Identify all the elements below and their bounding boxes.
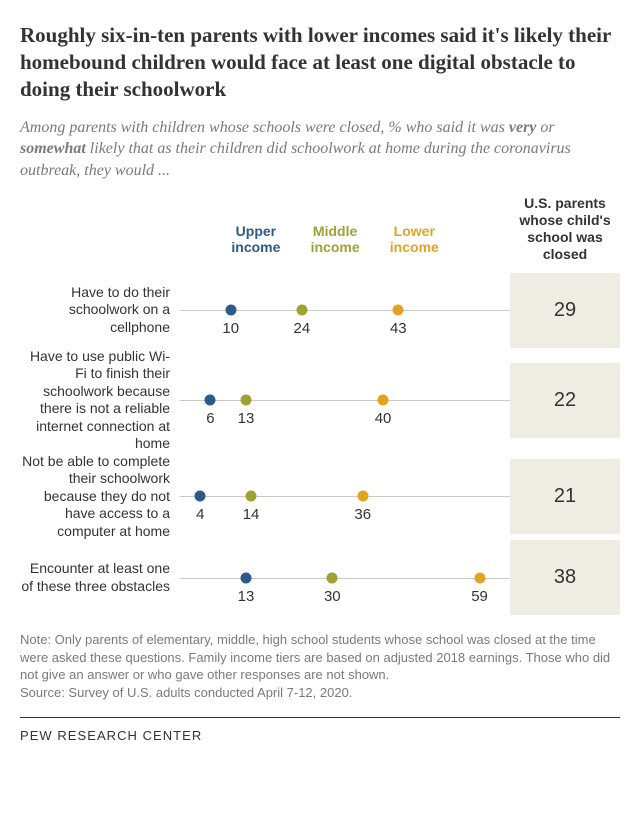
- dot-label-middle: 13: [238, 410, 255, 427]
- dot-label-lower: 43: [390, 320, 407, 337]
- chart-area: Upper income Middle income Lower income …: [20, 195, 620, 615]
- chart-row: Encounter at least one of these three ob…: [20, 540, 620, 615]
- dot-middle: [296, 305, 307, 316]
- row-total: 38: [510, 540, 620, 615]
- dot-label-upper: 4: [196, 506, 204, 523]
- row-plot: 6 13 40: [180, 363, 510, 437]
- axis-line: [180, 496, 510, 497]
- row-label: Encounter at least one of these three ob…: [20, 560, 180, 595]
- dot-label-middle: 14: [243, 506, 260, 523]
- legend-middle-l1: Middle: [313, 223, 357, 239]
- dot-middle: [246, 491, 257, 502]
- legend-row: Upper income Middle income Lower income …: [20, 195, 620, 262]
- chart-rows: Have to do their schoolwork on a cellpho…: [20, 273, 620, 616]
- footer-attribution: PEW RESEARCH CENTER: [20, 717, 620, 743]
- legend-lower-l1: Lower: [394, 223, 435, 239]
- dot-label-upper: 13: [238, 588, 255, 605]
- axis-line: [180, 578, 510, 579]
- dot-label-lower: 40: [375, 410, 392, 427]
- axis-line: [180, 400, 510, 401]
- subtitle-text-mid: or: [536, 119, 554, 136]
- dot-label-lower: 36: [354, 506, 371, 523]
- dot-middle: [241, 395, 252, 406]
- dot-upper: [241, 572, 252, 583]
- note-text: Note: Only parents of elementary, middle…: [20, 632, 610, 682]
- row-total: 22: [510, 363, 620, 438]
- legend-upper-l1: Upper: [236, 223, 276, 239]
- dot-middle: [327, 572, 338, 583]
- chart-title: Roughly six-in-ten parents with lower in…: [20, 22, 620, 103]
- subtitle-text-post: likely that as their children did school…: [20, 140, 571, 179]
- row-plot: 10 24 43: [180, 273, 510, 347]
- dot-label-middle: 24: [294, 320, 311, 337]
- chart-row: Have to do their schoolwork on a cellpho…: [20, 273, 620, 348]
- dot-label-middle: 30: [324, 588, 341, 605]
- dot-upper: [205, 395, 216, 406]
- row-label: Not be able to complete their schoolwork…: [20, 453, 180, 541]
- subtitle-bold-somewhat: somewhat: [20, 140, 86, 157]
- dot-lower: [357, 491, 368, 502]
- chart-note: Note: Only parents of elementary, middle…: [20, 631, 620, 701]
- legend-lower: Lower income: [390, 223, 439, 255]
- dot-label-upper: 6: [206, 410, 214, 427]
- legend-dots: Upper income Middle income Lower income: [180, 223, 510, 263]
- legend-upper: Upper income: [231, 223, 280, 255]
- row-total: 21: [510, 459, 620, 534]
- subtitle-text-pre: Among parents with children whose school…: [20, 119, 509, 136]
- row-plot: 13 30 59: [180, 541, 510, 615]
- dot-label-upper: 10: [222, 320, 239, 337]
- dot-upper: [225, 305, 236, 316]
- legend-middle-l2: income: [311, 239, 360, 255]
- legend-upper-l2: income: [231, 239, 280, 255]
- dot-lower: [474, 572, 485, 583]
- chart-subtitle: Among parents with children whose school…: [20, 117, 620, 182]
- source-text: Source: Survey of U.S. adults conducted …: [20, 685, 352, 700]
- chart-row: Not be able to complete their schoolwork…: [20, 453, 620, 541]
- subtitle-bold-very: very: [509, 119, 537, 136]
- dot-lower: [378, 395, 389, 406]
- row-label: Have to do their schoolwork on a cellpho…: [20, 284, 180, 337]
- dot-upper: [195, 491, 206, 502]
- totals-header: U.S. parents whose child's school was cl…: [510, 195, 620, 262]
- dot-label-lower: 59: [471, 588, 488, 605]
- row-label: Have to use public Wi-Fi to finish their…: [20, 348, 180, 453]
- dot-lower: [393, 305, 404, 316]
- chart-row: Have to use public Wi-Fi to finish their…: [20, 348, 620, 453]
- row-total: 29: [510, 273, 620, 348]
- row-plot: 4 14 36: [180, 459, 510, 533]
- legend-lower-l2: income: [390, 239, 439, 255]
- legend-middle: Middle income: [311, 223, 360, 255]
